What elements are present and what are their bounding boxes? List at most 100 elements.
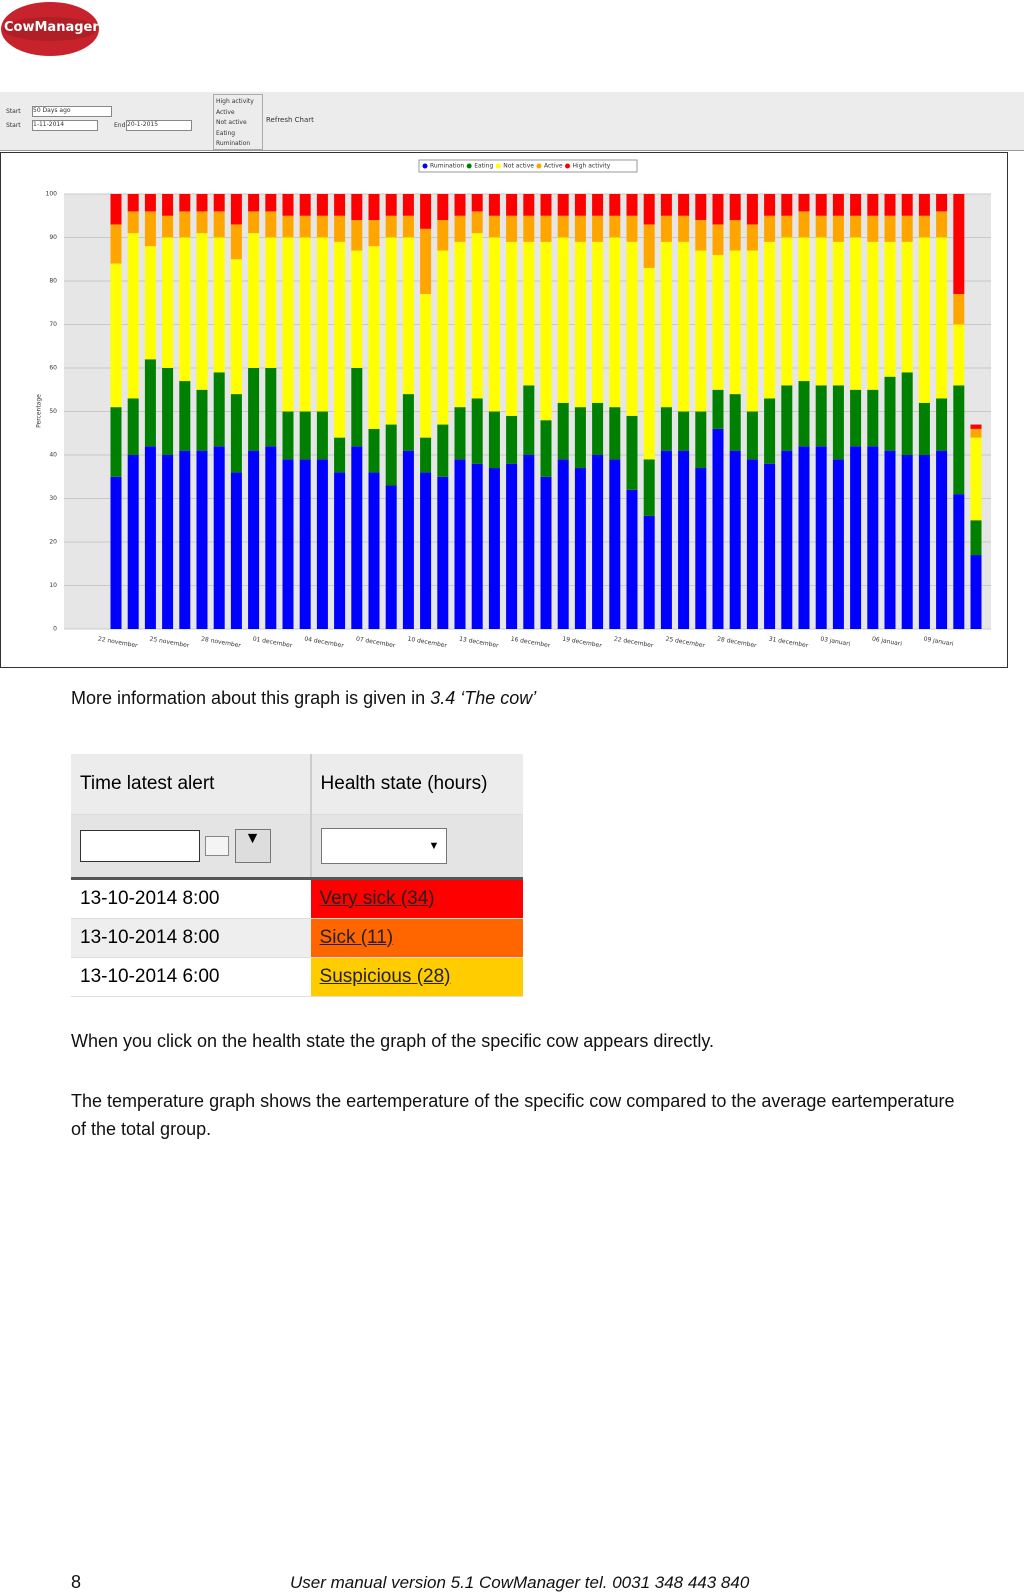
bar-segment (299, 411, 311, 460)
bar-segment (660, 407, 672, 451)
start-date[interactable]: 1-11-2014 (32, 120, 98, 131)
state-dropdown[interactable]: ▼ (320, 827, 447, 864)
bar-segment (729, 450, 741, 629)
bar-segment (265, 368, 277, 447)
y-tick-label: 80 (49, 278, 57, 285)
bar-segment (144, 211, 156, 247)
health-link[interactable]: Suspicious (28) (319, 965, 451, 987)
bar-segment (265, 211, 277, 238)
bar-segment (832, 459, 844, 629)
bar-segment (918, 455, 930, 629)
bar-segment (678, 194, 690, 216)
bar-segment (970, 428, 982, 438)
bar-segment (884, 450, 896, 629)
filter-button[interactable]: ▼ (234, 828, 271, 863)
date-filter[interactable] (80, 829, 200, 862)
end-label: End (114, 122, 126, 129)
legend-label: Not active (503, 163, 534, 170)
refresh-button[interactable]: Refresh Chart (266, 116, 314, 124)
start-label[interactable]: Start (6, 122, 21, 129)
bar-segment (764, 398, 776, 464)
checkbox[interactable]: Eating (216, 129, 236, 137)
bar-segment (162, 368, 174, 455)
end-date[interactable]: 20-1-2015 (126, 120, 192, 131)
bar-segment (334, 194, 346, 216)
bar-segment (316, 215, 328, 238)
bar-segment (867, 215, 879, 242)
bar-segment (678, 450, 690, 629)
bar-segment (884, 376, 896, 451)
bar-segment (282, 237, 294, 412)
bar-segment (523, 241, 535, 386)
period-label[interactable]: Start (6, 108, 21, 115)
bar-segment (179, 381, 191, 451)
bar-segment (798, 446, 810, 629)
checkbox[interactable]: High activity (216, 98, 254, 105)
bar-segment (626, 415, 638, 490)
bar-segment (626, 241, 638, 416)
bar-segment (815, 215, 827, 238)
bar-segment (110, 224, 122, 264)
bar-segment (815, 385, 827, 447)
bar-segment (162, 215, 174, 238)
bar-segment (970, 555, 982, 629)
checkbox[interactable]: Rumination (216, 140, 251, 147)
cell: 13-10-2014 6:00 (71, 957, 311, 997)
bar-segment (678, 215, 690, 242)
legend-swatch (422, 163, 428, 169)
y-tick-label: 90 (49, 234, 57, 241)
calendar-button[interactable] (205, 835, 230, 856)
x-tick-label: 16 december (510, 636, 551, 650)
bar-segment (488, 468, 500, 629)
bar-segment (712, 389, 724, 429)
bar-segment (230, 259, 242, 395)
bar-segment (127, 194, 139, 212)
x-tick-label: 22 november (97, 636, 138, 650)
bar-segment (265, 446, 277, 629)
checkbox[interactable]: Not active (216, 119, 247, 126)
bar-segment (179, 237, 191, 382)
bar-segment (815, 194, 827, 216)
bar-segment (832, 194, 844, 216)
bar-segment (764, 463, 776, 629)
bar-segment (402, 450, 414, 629)
bar-segment (454, 407, 466, 460)
bar-segment (506, 415, 518, 464)
bar-segment (781, 450, 793, 629)
bar-segment (695, 411, 707, 469)
bar-segment (953, 194, 965, 295)
bar-segment (506, 194, 518, 216)
bar-segment (592, 194, 604, 216)
bar-segment (643, 224, 655, 268)
bar-segment (196, 211, 208, 234)
bar-segment (282, 194, 294, 216)
bar-segment (179, 194, 191, 212)
x-tick-label: 04 december (304, 636, 345, 650)
checkbox-panel: High activity Active Not active Eating Rumin… (213, 94, 263, 150)
legend-swatch (466, 163, 472, 169)
bar-segment (678, 241, 690, 412)
bar-segment (265, 194, 277, 212)
period-select[interactable]: 50 Days ago (32, 106, 112, 117)
x-tick-label: 22 december (613, 636, 654, 650)
health-link[interactable]: Very sick (34) (319, 887, 435, 909)
checkbox[interactable]: Active (216, 108, 235, 116)
bar-segment (592, 455, 604, 629)
bar-segment (901, 194, 913, 216)
bar-segment (230, 224, 242, 260)
bar-segment (144, 246, 156, 360)
bar-segment (523, 455, 535, 629)
bar-segment (746, 411, 758, 460)
bar-segment (144, 359, 156, 447)
bar-segment (850, 215, 862, 238)
bar-segment (901, 241, 913, 373)
bar-segment (832, 241, 844, 386)
bar-segment (334, 437, 346, 473)
bar-segment (127, 211, 139, 234)
bar-segment (609, 215, 621, 238)
health-link[interactable]: Sick (11) (319, 926, 394, 948)
bar-segment (557, 215, 569, 238)
x-tick-label: 07 december (355, 636, 396, 650)
bar-segment (953, 385, 965, 495)
bar-segment (592, 402, 604, 455)
